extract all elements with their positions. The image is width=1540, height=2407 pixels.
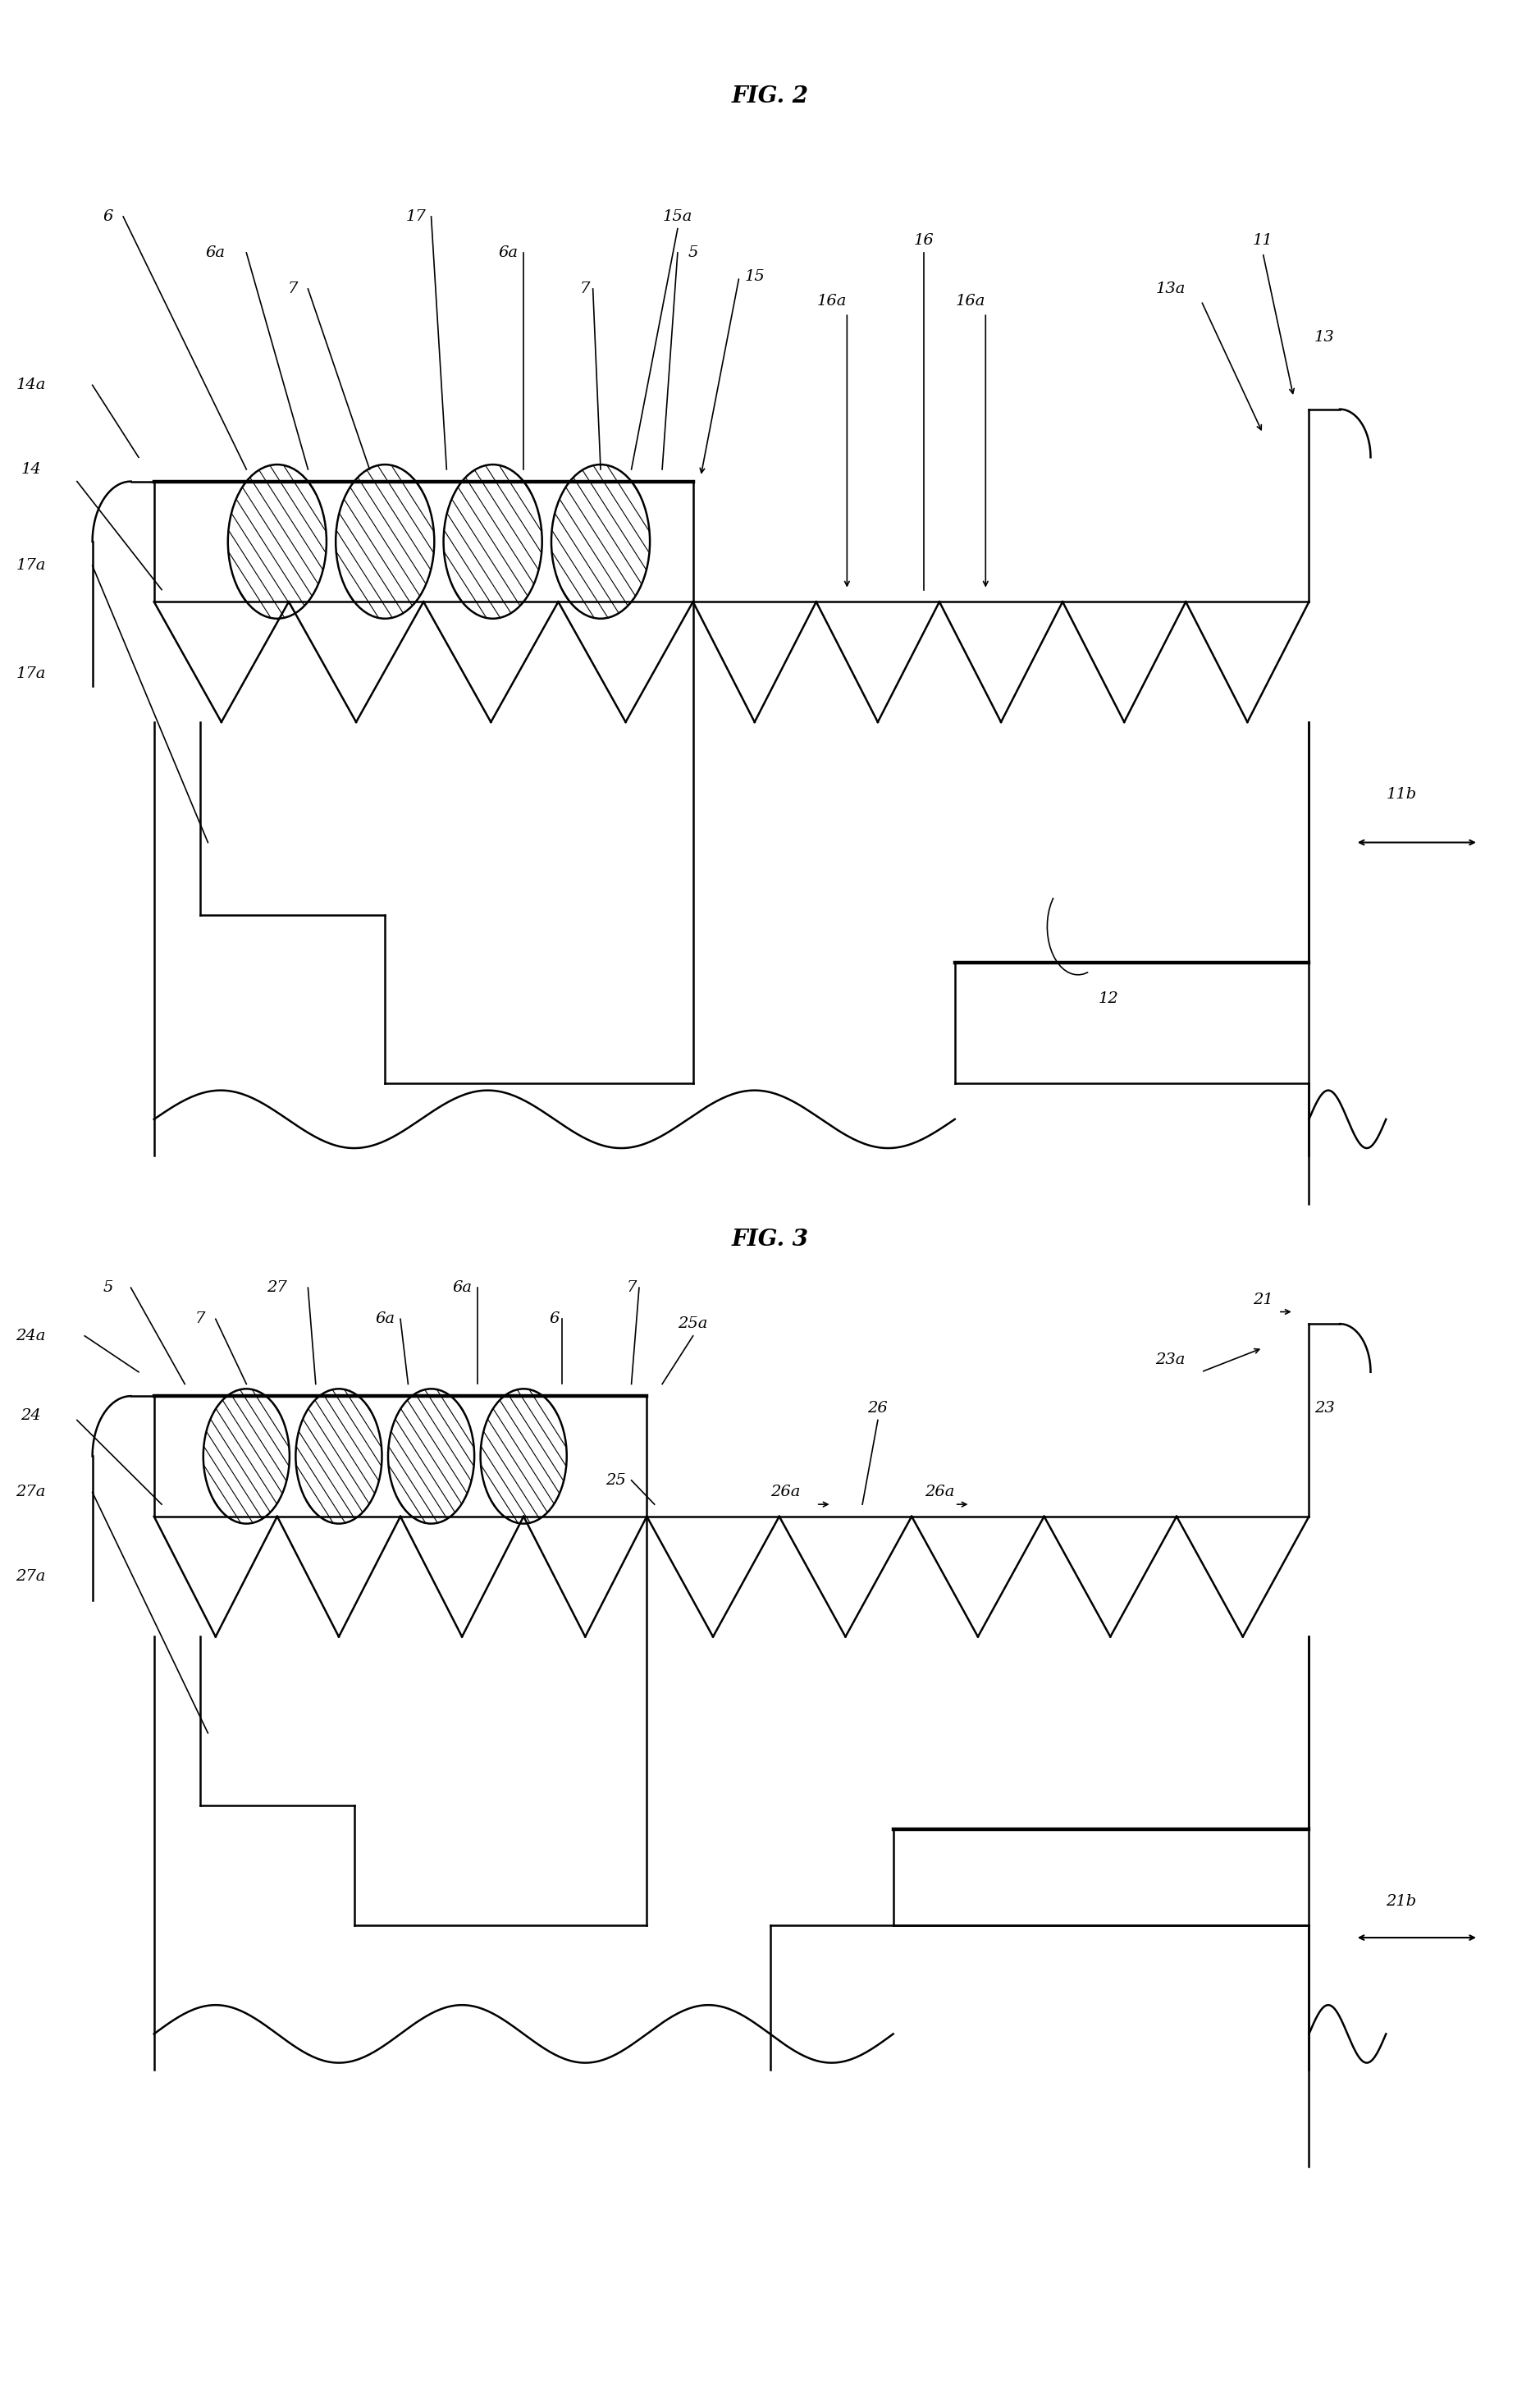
Text: 24: 24 (20, 1408, 42, 1423)
Text: 6: 6 (550, 1312, 559, 1326)
Text: 16a: 16a (816, 294, 847, 308)
Text: 7: 7 (196, 1312, 205, 1326)
Text: 16a: 16a (955, 294, 986, 308)
Text: 11: 11 (1252, 233, 1274, 248)
Text: 6a: 6a (453, 1281, 471, 1295)
Text: 6a: 6a (376, 1312, 394, 1326)
Text: 13: 13 (1314, 330, 1335, 344)
Text: 23: 23 (1314, 1401, 1335, 1415)
Text: 17a: 17a (15, 667, 46, 681)
Text: 26: 26 (867, 1401, 889, 1415)
Text: 15: 15 (744, 270, 765, 284)
Text: 6a: 6a (499, 246, 517, 260)
Text: 17: 17 (405, 209, 427, 224)
Text: 7: 7 (581, 282, 590, 296)
Text: 26a: 26a (924, 1485, 955, 1500)
Text: 5: 5 (103, 1281, 112, 1295)
Text: FIG. 3: FIG. 3 (732, 1228, 808, 1252)
Text: 13a: 13a (1155, 282, 1186, 296)
Text: 11b: 11b (1386, 787, 1417, 802)
Text: 26a: 26a (770, 1485, 801, 1500)
Text: 27: 27 (266, 1281, 288, 1295)
Text: 6: 6 (103, 209, 112, 224)
Text: 23a: 23a (1155, 1353, 1186, 1367)
Text: 7: 7 (627, 1281, 636, 1295)
Text: 5: 5 (688, 246, 698, 260)
Text: 15a: 15a (662, 209, 693, 224)
Text: 16: 16 (913, 233, 935, 248)
Text: 14: 14 (20, 462, 42, 477)
Text: 21: 21 (1252, 1293, 1274, 1307)
Text: 24a: 24a (15, 1329, 46, 1343)
Text: 21b: 21b (1386, 1894, 1417, 1909)
Text: 6a: 6a (206, 246, 225, 260)
Text: 27a: 27a (15, 1569, 46, 1584)
Text: 25: 25 (605, 1473, 627, 1488)
Text: 14a: 14a (15, 378, 46, 392)
Text: 25a: 25a (678, 1317, 708, 1331)
Text: 7: 7 (288, 282, 297, 296)
Text: FIG. 2: FIG. 2 (732, 84, 808, 108)
Text: 27a: 27a (15, 1485, 46, 1500)
Text: 12: 12 (1098, 992, 1120, 1006)
Text: 17a: 17a (15, 558, 46, 573)
